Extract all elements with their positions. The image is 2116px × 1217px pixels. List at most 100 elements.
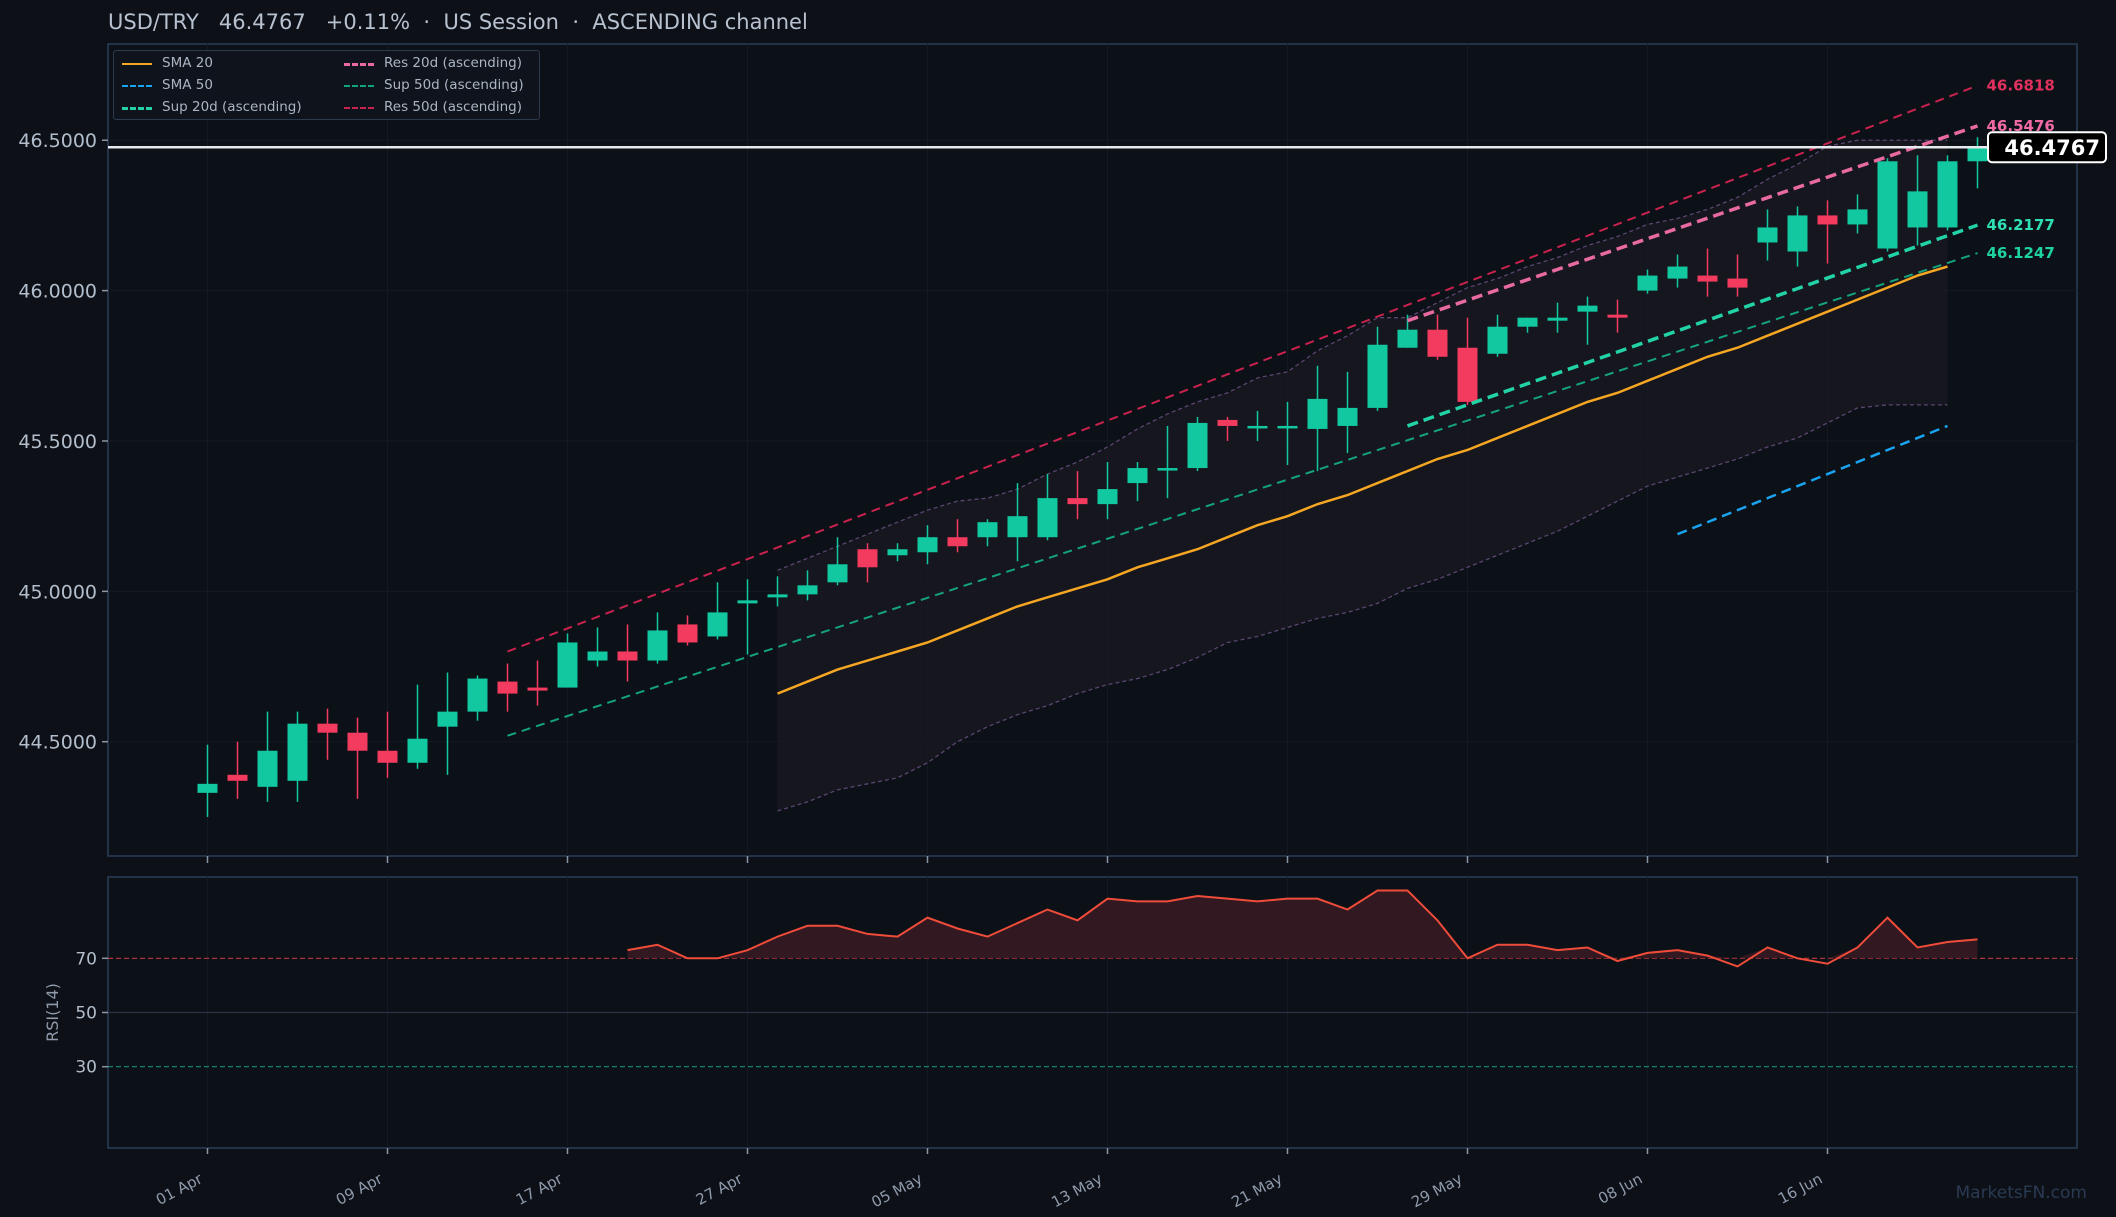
candle-body [947, 537, 968, 547]
candle-body [467, 678, 488, 712]
rsi-axis-label: RSI(14) [43, 983, 62, 1042]
rsi-overbought-fill [627, 890, 1978, 959]
legend-line-res20 [344, 63, 374, 66]
chart-title: USD/TRY 46.4767 +0.11% · US Session · AS… [108, 10, 808, 34]
y-tick-label: 45.5000 [18, 431, 97, 453]
candle-body [497, 681, 518, 694]
legend-line-sup20 [122, 107, 152, 110]
candle-body [1217, 419, 1238, 426]
bollinger-upper [777, 139, 1948, 571]
candle-body [1007, 516, 1028, 538]
candle-body [257, 750, 278, 787]
candle-body [1337, 407, 1358, 426]
candle-body [1127, 468, 1148, 484]
candle-body [647, 630, 668, 661]
candle-body [1787, 215, 1808, 252]
last-price-label: 46.4767 [2004, 136, 2100, 160]
watermark: MarketsFN.com [1955, 1183, 2087, 1203]
x-tick-label: 17 Apr [513, 1169, 566, 1209]
candle-body [1607, 314, 1628, 318]
candle-body [1937, 161, 1958, 228]
candle-body [1517, 317, 1538, 327]
candle-body [1097, 489, 1118, 505]
legend-line-sup50 [344, 85, 374, 87]
candle-body [1277, 425, 1298, 429]
candle-body [1847, 209, 1868, 225]
x-tick-label: 29 May [1408, 1170, 1465, 1212]
level-line [507, 252, 1978, 737]
change: +0.11% [325, 10, 411, 34]
last-price-badge [1987, 131, 2107, 164]
candle-body [437, 711, 458, 727]
rsi-line [627, 889, 1978, 968]
candle-body [1307, 398, 1328, 429]
level-label: 46.6818 [1987, 77, 2055, 95]
candle-body [977, 522, 998, 538]
candle-body [1817, 215, 1838, 225]
x-tick-label: 05 May [868, 1170, 925, 1212]
candle-body [677, 624, 698, 643]
candle-body [1757, 227, 1778, 243]
legend-line-sma20 [122, 63, 152, 65]
candle-body [1037, 498, 1058, 538]
candle-body [1967, 146, 1988, 162]
x-tick-label: 09 Apr [333, 1169, 386, 1209]
level-label: 46.2177 [1987, 216, 2055, 234]
candle-body [1727, 278, 1748, 288]
candle-body [917, 537, 938, 553]
candle-body [197, 783, 218, 793]
legend-line-sma50 [122, 85, 152, 87]
legend-item-sup50: Sup 50d (ascending) [344, 77, 524, 93]
candle-body [1487, 326, 1508, 354]
candle-body [527, 687, 548, 691]
candle-body [1397, 329, 1418, 348]
candle-body [287, 723, 308, 781]
candle-body [1157, 468, 1178, 471]
rsi-y-tick-label: 50 [75, 1004, 97, 1024]
candle-body [1247, 425, 1268, 429]
level-label: 46.5476 [1987, 117, 2055, 135]
legend-line-res50 [344, 107, 374, 109]
candle-body [797, 585, 818, 595]
legend-item-res20: Res 20d (ascending) [344, 55, 522, 71]
x-tick-label: 13 May [1048, 1170, 1105, 1212]
candle-body [1907, 191, 1928, 228]
candle-body [317, 723, 338, 733]
candle-body [617, 651, 638, 661]
candle-body [587, 651, 608, 661]
bollinger-band-fill [777, 140, 1948, 811]
session: US Session [443, 10, 559, 34]
legend-item-sup20: Sup 20d (ascending) [122, 99, 302, 115]
x-tick-label: 16 Jun [1775, 1170, 1825, 1208]
candle-body [377, 750, 398, 763]
candle-body [827, 564, 848, 583]
candle-body [1187, 422, 1208, 469]
symbol: USD/TRY [108, 10, 199, 34]
candle-body [707, 612, 728, 637]
candle-body [1067, 498, 1088, 505]
y-tick-label: 45.0000 [18, 581, 97, 603]
y-tick-label: 46.5000 [18, 130, 97, 152]
candle-body [407, 738, 428, 763]
price-panel [107, 43, 2078, 857]
pattern: ASCENDING channel [592, 10, 808, 34]
candle-body [1367, 344, 1388, 408]
level-line [507, 84, 1978, 653]
x-tick-label: 27 Apr [693, 1169, 746, 1209]
x-tick-label: 08 Jun [1595, 1170, 1645, 1208]
candle-body [347, 732, 368, 751]
x-tick-label: 21 May [1228, 1170, 1285, 1212]
candle-body [1697, 275, 1718, 282]
level-line [1406, 223, 1979, 428]
candle-body [1877, 161, 1898, 249]
legend-item-res50: Res 50d (ascending) [344, 99, 522, 115]
candle-body [737, 600, 758, 604]
level-line [1406, 124, 1979, 323]
candle-body [1577, 305, 1598, 312]
rsi-y-tick-label: 30 [75, 1058, 97, 1078]
y-tick-label: 46.0000 [18, 281, 97, 303]
candle-body [1637, 275, 1658, 291]
sma20-line [777, 265, 1948, 695]
candle-body [1457, 347, 1478, 402]
